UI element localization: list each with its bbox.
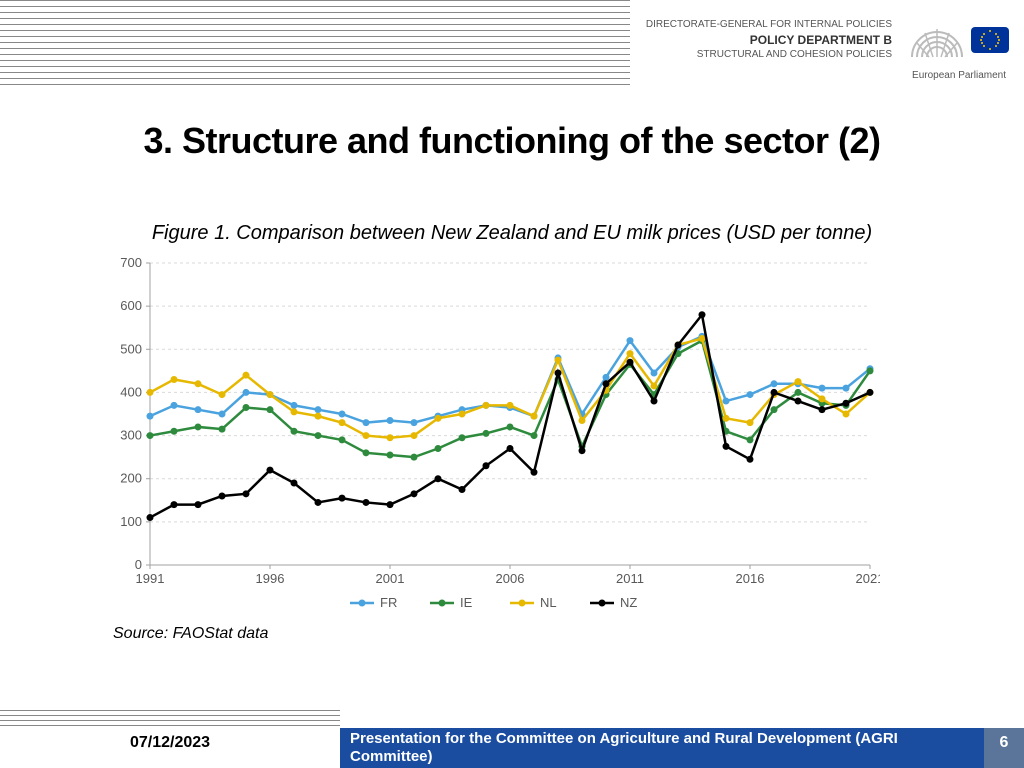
svg-text:2016: 2016	[736, 571, 765, 586]
hemicycle-icon	[907, 15, 967, 65]
svg-text:100: 100	[120, 514, 142, 529]
decorative-stripes-top	[0, 0, 630, 90]
ep-caption: European Parliament	[912, 70, 1006, 81]
svg-text:2021: 2021	[856, 571, 880, 586]
chart-svg: 0 100 200 300 400 500 600 700 1991 1996 2001 2006 20…	[100, 255, 880, 625]
header-line3: STRUCTURAL AND COHESION POLICIES	[646, 48, 892, 62]
figure-caption: Figure 1. Comparison between New Zealand…	[0, 222, 1024, 245]
svg-text:1996: 1996	[256, 571, 285, 586]
ep-logo	[907, 15, 1009, 65]
footer-bar: 07/12/2023 Presentation for the Committe…	[0, 728, 1024, 768]
svg-text:200: 200	[120, 471, 142, 486]
header-line1: DIRECTORATE-GENERAL FOR INTERNAL POLICIE…	[646, 18, 892, 32]
header-line2: POLICY DEPARTMENT B	[646, 32, 892, 49]
svg-text:NL: NL	[540, 595, 557, 610]
footer-page-number: 6	[984, 728, 1024, 768]
svg-text:500: 500	[120, 341, 142, 356]
svg-text:600: 600	[120, 298, 142, 313]
slide-title: 3. Structure and functioning of the sect…	[0, 120, 1024, 161]
svg-text:IE: IE	[460, 595, 473, 610]
footer-date: 07/12/2023	[0, 728, 340, 768]
header-right: DIRECTORATE-GENERAL FOR INTERNAL POLICIE…	[646, 15, 1009, 65]
svg-text:1991: 1991	[136, 571, 165, 586]
svg-text:2001: 2001	[376, 571, 405, 586]
eu-flag-icon	[971, 27, 1009, 53]
svg-text:700: 700	[120, 255, 142, 270]
svg-text:NZ: NZ	[620, 595, 637, 610]
svg-text:2011: 2011	[616, 571, 644, 586]
svg-text:2006: 2006	[496, 571, 525, 586]
milk-price-chart: 0 100 200 300 400 500 600 700 1991 1996 2001 2006 20…	[100, 255, 880, 625]
footer-title: Presentation for the Committee on Agricu…	[340, 728, 984, 768]
svg-text:400: 400	[120, 384, 142, 399]
svg-text:300: 300	[120, 428, 142, 443]
source-text: Source: FAOStat data	[113, 625, 268, 643]
decorative-stripes-bottom	[0, 710, 340, 728]
svg-text:FR: FR	[380, 595, 397, 610]
svg-text:0: 0	[135, 557, 142, 572]
header-text-block: DIRECTORATE-GENERAL FOR INTERNAL POLICIE…	[646, 18, 892, 63]
